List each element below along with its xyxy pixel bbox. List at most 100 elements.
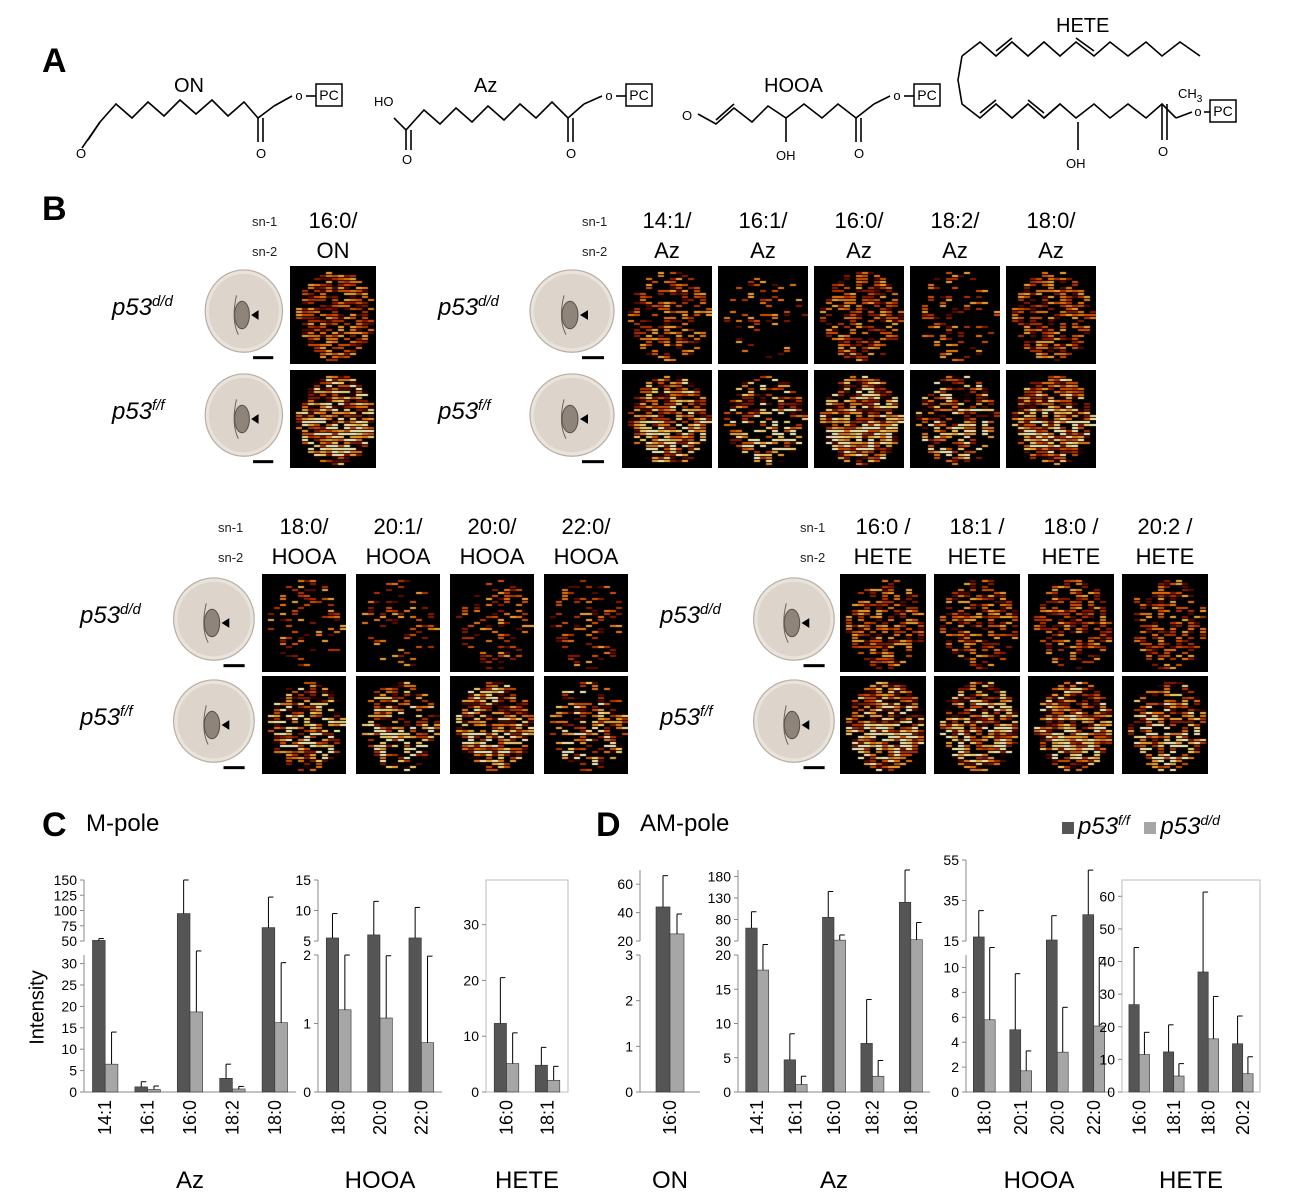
genotype-label: p53d/d xyxy=(438,293,499,322)
x-axis-group-label: ON xyxy=(652,1167,688,1194)
column-header-sn2: Az xyxy=(846,238,872,263)
svg-text:o: o xyxy=(893,88,900,103)
y-tick-label: 2 xyxy=(951,1059,959,1075)
ims-heatmap xyxy=(1006,370,1096,468)
y-tick-label: 20 xyxy=(463,972,479,988)
column-header-sn2: Az xyxy=(942,238,968,263)
y-tick-label: 100 xyxy=(54,903,78,919)
bar-ff xyxy=(219,1078,233,1093)
y-tick-label: 0 xyxy=(69,1084,77,1100)
column-header-sn2: Az xyxy=(750,238,776,263)
x-tick-label: 20:2 xyxy=(1233,1100,1253,1135)
carbonyl-o: O xyxy=(854,146,864,161)
ims-heatmap xyxy=(1122,676,1208,774)
sn-label: sn-1 xyxy=(252,214,278,229)
bar-ff xyxy=(1197,971,1209,1093)
column-header-sn2: HETE xyxy=(1135,544,1195,569)
ims-heatmap xyxy=(544,676,628,774)
y-tick-label: 40 xyxy=(1099,954,1115,970)
bar-dd xyxy=(1056,1051,1069,1093)
hydroxyl-oh: OH xyxy=(1066,156,1086,171)
column-header-sn1: 16:0/ xyxy=(834,208,884,233)
x-axis-group-label: HOOA xyxy=(345,1167,416,1194)
structure-name-on: ON xyxy=(174,75,204,97)
y-tick-label: 0 xyxy=(951,1084,959,1100)
column-header-sn2: HOOA xyxy=(365,544,431,569)
y-tick-label: 10 xyxy=(61,1041,77,1057)
legend-swatch-dd xyxy=(1144,821,1157,834)
y-tick-label: 80 xyxy=(715,911,731,927)
carbonyl-o: O xyxy=(402,152,412,167)
bar-ff xyxy=(1082,914,1095,1093)
bar-ff xyxy=(534,1064,548,1093)
tissue-section-image xyxy=(744,676,840,774)
bar-dd xyxy=(795,1084,808,1093)
tissue-section-image xyxy=(196,266,288,364)
y-tick-label: 1 xyxy=(303,1016,311,1032)
bar-ff xyxy=(655,906,671,1093)
ims-heatmap xyxy=(934,574,1020,672)
y-tick-label: 2 xyxy=(303,947,311,963)
y-tick-label: 20 xyxy=(61,998,77,1014)
x-tick-label: 20:1 xyxy=(1011,1100,1031,1135)
y-tick-label: 0 xyxy=(471,1084,479,1100)
ims-heatmap xyxy=(840,676,926,774)
bar-dd xyxy=(983,1019,996,1093)
bar-ff xyxy=(325,937,339,1093)
bar-dd xyxy=(1207,1038,1219,1093)
column-header-sn1: 16:0/ xyxy=(308,208,358,233)
y-tick-label: 6 xyxy=(951,1009,959,1025)
carbonyl-o: O xyxy=(566,146,576,161)
y-tick-label: 20 xyxy=(1099,1019,1115,1035)
bar-dd xyxy=(669,933,685,1093)
bar-dd xyxy=(104,1063,119,1093)
ims-heatmap xyxy=(356,676,440,774)
y-tick-label: 0 xyxy=(723,1084,731,1100)
x-tick-label: 18:0 xyxy=(1198,1100,1218,1135)
bar-ff xyxy=(1232,1043,1244,1093)
tissue-section-image xyxy=(164,574,260,672)
bar-dd xyxy=(547,1079,561,1093)
structure-on: PC o O O ON xyxy=(76,75,343,161)
bar-ff xyxy=(176,913,191,1093)
ims-heatmap xyxy=(544,574,628,672)
y-tick-label: 0 xyxy=(303,1084,311,1100)
y-tick-label: 30 xyxy=(463,917,479,933)
carbonyl-o: O xyxy=(256,146,266,161)
bar-dd xyxy=(1020,1070,1032,1093)
bar-ff xyxy=(783,1059,796,1093)
legend-swatch-ff xyxy=(1062,821,1074,834)
column-header-sn1: 18:0/ xyxy=(279,514,329,539)
bar-dd xyxy=(872,1075,885,1093)
column-header-sn1: 16:0 / xyxy=(855,514,911,539)
y-tick-label: 35 xyxy=(943,893,959,909)
column-header-sn2: HOOA xyxy=(271,544,337,569)
column-header-sn2: HETE xyxy=(947,544,1007,569)
column-header-sn2: HOOA xyxy=(459,544,525,569)
column-header-sn1: 18:1 / xyxy=(949,514,1005,539)
column-header-sn2: HETE xyxy=(1041,544,1101,569)
bar-dd xyxy=(232,1088,246,1093)
bar-ff xyxy=(1046,939,1058,1093)
ims-heatmap xyxy=(450,676,534,774)
bar-ff xyxy=(408,937,422,1093)
ims-heatmap xyxy=(1028,676,1114,774)
panel-label-d: D xyxy=(596,806,621,844)
legend-label-dd: p53d/d xyxy=(1160,812,1220,840)
y-tick-label: 180 xyxy=(708,868,732,884)
section-title-m-pole: M-pole xyxy=(86,810,160,837)
ims-heatmap xyxy=(356,574,440,672)
ims-heatmap xyxy=(622,370,712,468)
structure-name-hete: HETE xyxy=(1056,15,1109,37)
genotype-label: p53d/d xyxy=(112,293,173,322)
genotype-label: p53f/f xyxy=(660,703,713,732)
y-tick-label: 20 xyxy=(715,947,731,963)
tissue-section-image xyxy=(196,370,288,468)
legend: p53f/f p53d/d xyxy=(1062,812,1220,841)
bar-ff xyxy=(261,927,276,1093)
y-tick-label: 15 xyxy=(295,872,311,888)
section-title-am-pole: AM-pole xyxy=(640,810,730,837)
sn-label: sn-1 xyxy=(218,520,244,535)
x-tick-label: 18:0 xyxy=(329,1100,349,1135)
x-tick-label: 22:0 xyxy=(1084,1100,1104,1135)
